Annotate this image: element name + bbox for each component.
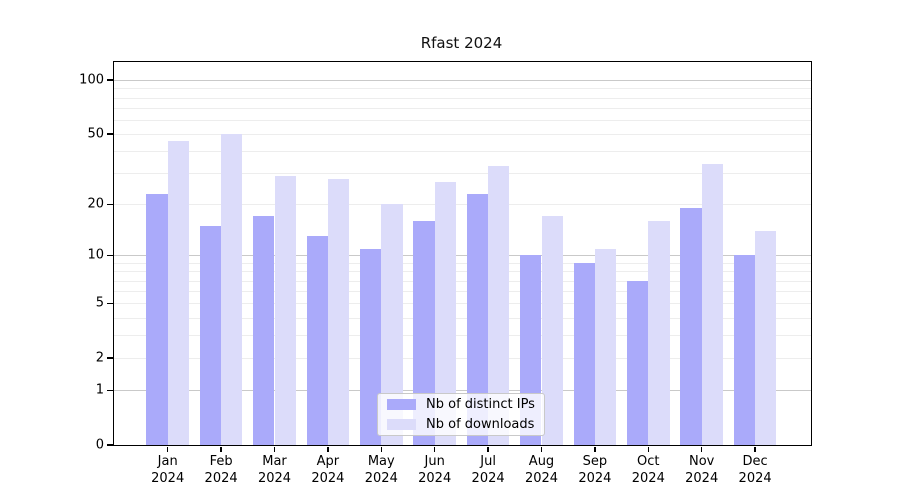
bar-downloads-mar — [274, 176, 296, 445]
bar-distinct-ips-apr — [306, 236, 328, 445]
x-tick-label-dec: Dec 2024 — [738, 454, 772, 486]
y-tick — [106, 203, 113, 205]
y-tick-label: 2 — [95, 350, 104, 366]
bar-downloads-jan — [167, 140, 190, 445]
bar-downloads-may — [381, 204, 403, 445]
y-tick-label: 5 — [95, 295, 104, 311]
chart-title: Rfast 2024 — [420, 34, 503, 52]
bar-downloads-aug — [541, 216, 563, 445]
x-tick-label-feb: Feb 2024 — [204, 454, 238, 486]
bar-distinct-ips-feb — [199, 225, 222, 445]
minor-gridline — [114, 107, 811, 109]
bar-distinct-ips-nov — [680, 208, 702, 445]
bar-downloads-nov — [701, 163, 724, 445]
x-tick-label-mar: Mar 2024 — [257, 454, 292, 486]
x-tick — [540, 446, 543, 452]
y-tick-label: 20 — [87, 196, 104, 212]
minor-gridline — [114, 134, 811, 136]
minor-gridline — [114, 97, 811, 99]
y-tick-label: 100 — [79, 72, 104, 88]
x-tick — [594, 446, 596, 452]
bar-distinct-ips-jan — [146, 193, 168, 445]
minor-gridline — [114, 204, 811, 206]
x-tick — [220, 446, 222, 452]
major-gridline — [114, 390, 811, 392]
bar-downloads-oct — [648, 220, 670, 445]
y-tick — [106, 254, 113, 257]
x-tick — [647, 446, 649, 452]
x-tick-label-apr: Apr 2024 — [311, 454, 345, 486]
legend-swatch-downloads — [387, 419, 416, 430]
minor-gridline — [114, 291, 811, 293]
minor-gridline — [114, 335, 811, 337]
x-tick-label-sep: Sep 2024 — [578, 454, 612, 486]
x-tick — [434, 446, 436, 452]
y-tick-label: 10 — [87, 247, 104, 263]
x-tick — [273, 446, 276, 452]
y-tick — [106, 389, 113, 391]
y-tick-label: 50 — [87, 126, 104, 142]
x-tick-label-jun: Jun 2024 — [418, 454, 452, 486]
minor-gridline — [114, 173, 811, 175]
bar-downloads-jun — [434, 181, 457, 445]
minor-gridline — [114, 303, 811, 305]
minor-gridline — [114, 271, 811, 273]
bar-distinct-ips-jun — [413, 220, 435, 445]
legend-label-distinct-ips: Nb of distinct IPs — [426, 397, 535, 412]
minor-gridline — [114, 317, 811, 319]
legend-row-downloads: Nb of downloads — [378, 416, 544, 433]
y-tick — [106, 357, 113, 359]
legend-swatch-distinct-ips — [387, 399, 416, 410]
major-gridline — [114, 255, 811, 257]
x-tick-label-jan: Jan 2024 — [151, 454, 185, 486]
bar-distinct-ips-mar — [253, 216, 275, 445]
x-tick-label-aug: Aug 2024 — [524, 454, 559, 486]
plot-area: Nb of distinct IPs Nb of downloads 0 1 2 5 1… — [79, 61, 812, 486]
minor-gridline — [114, 119, 811, 121]
bar-downloads-apr — [327, 178, 350, 445]
y-tick — [106, 133, 113, 135]
bar-downloads-feb — [221, 134, 243, 445]
minor-gridline — [114, 151, 811, 153]
legend-label-downloads: Nb of downloads — [426, 417, 535, 432]
x-tick-label-may: May 2024 — [364, 454, 398, 486]
x-tick — [754, 446, 756, 452]
bar-distinct-ips-may — [359, 248, 382, 445]
y-tick-label: 0 — [95, 437, 104, 453]
y-tick-label: 1 — [95, 382, 104, 398]
x-tick-label-nov: Nov 2024 — [685, 454, 719, 486]
x-tick — [380, 446, 382, 452]
minor-gridline — [114, 280, 811, 282]
bar-downloads-dec — [755, 230, 777, 445]
x-tick-label-jul: Jul 2024 — [471, 454, 505, 486]
x-tick-label-oct: Oct 2024 — [631, 454, 665, 486]
legend-row-distinct-ips: Nb of distinct IPs — [378, 396, 544, 413]
bar-downloads-jul — [488, 166, 510, 445]
y-tick — [106, 444, 113, 446]
x-tick — [167, 446, 169, 452]
bar-distinct-ips-sep — [573, 262, 595, 445]
minor-gridline — [114, 262, 811, 264]
y-tick — [106, 79, 113, 81]
bar-downloads-sep — [594, 248, 617, 445]
minor-gridline — [114, 88, 811, 90]
bar-distinct-ips-dec — [733, 255, 756, 445]
bar-distinct-ips-jul — [466, 193, 489, 445]
bar-distinct-ips-oct — [626, 280, 649, 445]
x-tick — [487, 446, 489, 452]
x-tick — [701, 446, 703, 452]
y-tick — [106, 302, 113, 304]
legend: Nb of distinct IPs Nb of downloads — [377, 393, 545, 436]
x-tick — [327, 446, 329, 452]
major-gridline — [114, 80, 811, 82]
minor-gridline — [114, 358, 811, 360]
